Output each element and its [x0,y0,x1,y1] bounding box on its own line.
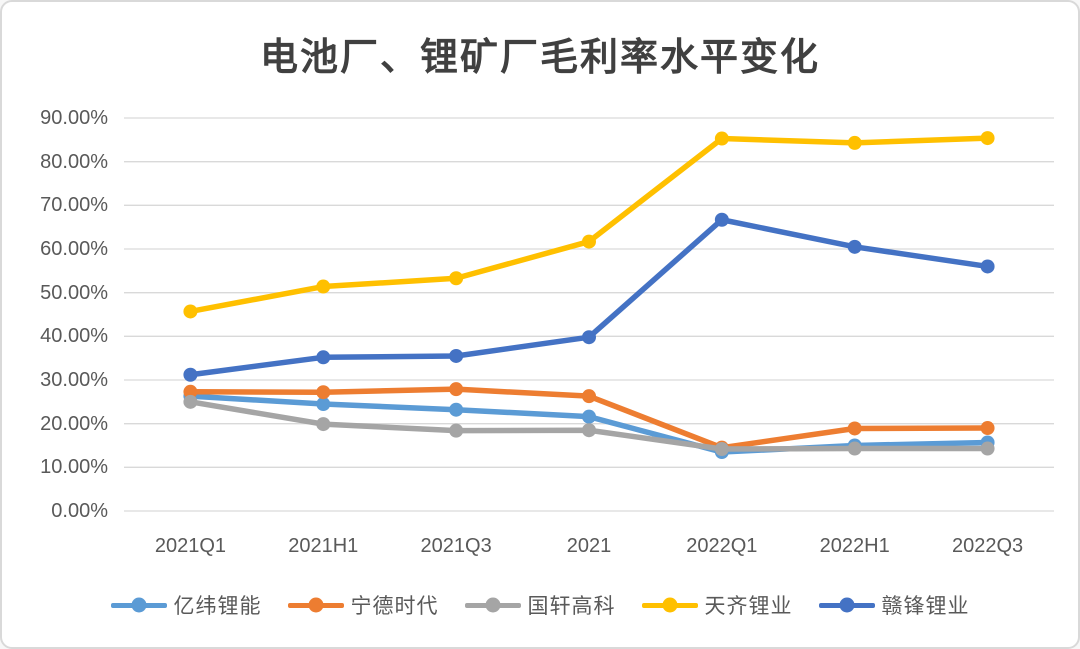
series-point-ningde-shidai [980,421,995,436]
legend: 亿纬锂能 宁德时代 国轩高科 天齐锂业 赣锋锂业 [2,588,1078,622]
series-point-guoxuan-gaoke [582,423,596,438]
legend-item-ningde-shidai: 宁德时代 [287,590,439,620]
y-tick-label: 20.00% [40,412,108,435]
legend-line-marker-icon [110,597,167,613]
legend-item-ganfeng-liye: 赣锋锂业 [818,590,970,620]
series-point-yiwei-lineng [316,397,331,412]
series-point-tianqi-liye [980,131,995,146]
y-tick-label: 80.00% [40,150,108,173]
chart-title: 电池厂、锂矿厂毛利率水平变化 [259,37,820,79]
x-tick-label: 2021H1 [288,535,359,557]
x-tick-label: 2021 [566,535,612,557]
series-point-tianqi-liye [449,271,464,286]
legend-dot-icon [485,597,500,613]
x-tick-label: 2022H1 [819,535,890,557]
x-tick-label: 2022Q1 [686,535,758,557]
legend-item-tianqi-liye: 天齐锂业 [641,590,793,620]
series-point-ganfeng-liye [980,259,995,274]
legend-label: 亿纬锂能 [173,595,262,618]
series-point-tianqi-liye [183,304,198,319]
series-point-guoxuan-gaoke [316,417,331,432]
series-point-tianqi-liye [582,234,596,249]
series-point-ningde-shidai [449,382,464,397]
y-tick-label: 70.00% [40,194,108,217]
y-tick-label: 30.00% [40,369,108,391]
x-tick-label: 2022Q3 [951,535,1024,557]
legend-dot-icon [662,597,677,613]
legend-dot-icon [308,597,323,613]
series-point-tianqi-liye [847,135,862,150]
y-tick-label: 90.00% [40,107,108,129]
legend-line-marker-icon [464,597,521,613]
legend-line-marker-icon [818,597,875,613]
series-point-ganfeng-liye [449,348,464,363]
y-tick-label: 50.00% [40,281,108,304]
legend-label: 赣锋锂业 [881,595,970,618]
series-point-ningde-shidai [582,389,596,404]
y-tick-label: 10.00% [40,456,108,479]
series-point-ganfeng-liye [316,350,331,365]
series-point-guoxuan-gaoke [449,423,464,438]
x-tick-label: 2021Q3 [420,535,492,557]
y-tick-label: 40.00% [40,325,108,348]
series-point-guoxuan-gaoke [183,394,198,409]
legend-line-marker-icon [287,597,344,613]
legend-dot-icon [131,597,146,613]
legend-label: 天齐锂业 [704,595,793,618]
series-point-ganfeng-liye [582,330,596,345]
x-tick-label: 2021Q1 [154,535,226,557]
legend-label: 宁德时代 [350,595,439,618]
series-point-guoxuan-gaoke [847,441,862,456]
series-point-ganfeng-liye [183,367,198,382]
y-tick-label: 60.00% [40,238,108,260]
series-point-tianqi-liye [714,131,729,146]
series-point-ningde-shidai [847,421,862,436]
series-point-guoxuan-gaoke [980,441,995,456]
series-line-tianqi-liye [187,135,991,315]
y-tick-label: 0.00% [51,500,108,522]
legend-line-marker-icon [641,597,698,613]
series-point-tianqi-liye [316,279,331,294]
legend-label: 国轩高科 [527,595,616,618]
series-point-yiwei-lineng [449,402,464,417]
series-point-ganfeng-liye [847,239,862,254]
series-point-guoxuan-gaoke [714,441,729,456]
series-point-ganfeng-liye [714,212,729,227]
series-point-yiwei-lineng [582,409,596,424]
series-point-ningde-shidai [183,384,198,399]
legend-dot-icon [839,597,854,613]
legend-item-guoxuan-gaoke: 国轩高科 [464,590,616,620]
legend-item-yiwei-lineng: 亿纬锂能 [110,590,262,620]
series-point-ningde-shidai [316,385,331,400]
